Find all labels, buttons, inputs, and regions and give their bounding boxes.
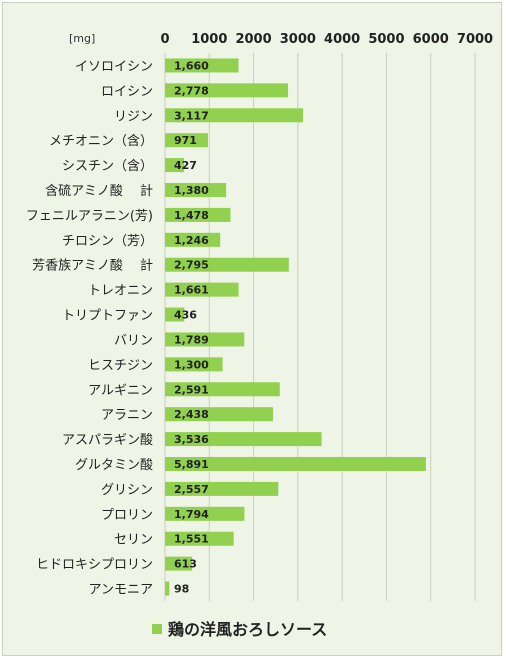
- category-label: セリン: [114, 533, 153, 548]
- data-label: 971: [174, 134, 197, 147]
- data-label: 613: [174, 558, 197, 571]
- x-tick-label: 6000: [413, 32, 449, 47]
- data-label: 436: [174, 309, 197, 322]
- category-label: グルタミン酸: [75, 458, 153, 473]
- x-tick-label: 1000: [191, 32, 227, 47]
- bar: [165, 58, 239, 73]
- category-label: トリプトファン: [62, 309, 153, 324]
- category-label: リジン: [114, 109, 153, 124]
- data-label: 1,246: [174, 234, 209, 247]
- data-label: 427: [174, 159, 197, 172]
- bar: [165, 108, 304, 123]
- bar: [165, 382, 280, 397]
- category-label: バリン: [114, 333, 153, 348]
- data-label: 5,891: [174, 458, 209, 471]
- category-label: アスパラギン酸: [62, 433, 153, 448]
- data-label: 2,438: [174, 408, 209, 421]
- data-label: 1,660: [174, 59, 209, 72]
- category-label: 芳香族アミノ酸 計: [32, 258, 153, 274]
- legend-swatch: [152, 624, 162, 634]
- category-label: シスチン（含）: [62, 158, 153, 174]
- bar: [165, 556, 193, 571]
- bar: [165, 457, 426, 471]
- bar: [165, 257, 289, 272]
- data-label: 1,789: [174, 333, 209, 346]
- category-label: ロイシン: [101, 84, 153, 99]
- bar: [165, 207, 231, 222]
- x-tick-label: 7000: [457, 32, 493, 47]
- bar: [165, 506, 245, 521]
- category-label: プロリン: [101, 508, 153, 523]
- x-tick-label: 4000: [324, 32, 360, 47]
- bar: [165, 357, 223, 372]
- bar: [165, 83, 289, 98]
- data-label: 3,117: [174, 109, 209, 122]
- data-label: 2,778: [174, 84, 209, 97]
- bar: [165, 407, 273, 422]
- category-label: トレオニン: [88, 284, 153, 299]
- data-label: 2,591: [174, 383, 209, 396]
- category-label: アラニン: [101, 408, 153, 423]
- data-labels: 1,660 2,778 3,117 971 427 1,380 1,478 1,246 2,79…: [174, 59, 209, 595]
- category-label: グリシン: [101, 483, 153, 498]
- bar: [165, 133, 209, 148]
- data-label: 3,536: [174, 433, 209, 446]
- data-label: 1,478: [174, 209, 209, 222]
- bar: [165, 282, 239, 297]
- bar: [165, 531, 234, 546]
- category-label: ヒスチジン: [88, 358, 153, 373]
- category-label: 含硫アミノ酸 計: [45, 183, 153, 199]
- bar: [165, 481, 279, 496]
- data-label: 1,300: [174, 358, 209, 371]
- category-label: イソロイシン: [75, 59, 153, 74]
- data-label: 2,795: [174, 259, 209, 272]
- bar: [165, 307, 185, 322]
- data-label: 1,551: [174, 533, 209, 546]
- data-label: 1,794: [174, 508, 209, 521]
- data-label: 2,557: [174, 483, 209, 496]
- data-label: 98: [174, 583, 189, 596]
- category-label: メチオニン（含）: [49, 133, 153, 149]
- bar: [165, 183, 227, 197]
- category-label: チロシン（芳）: [62, 234, 153, 249]
- bars: [165, 58, 426, 596]
- bar: [165, 432, 322, 447]
- data-label: 1,380: [174, 184, 209, 197]
- bar: [165, 581, 170, 596]
- bar-chart: [mg] 0 1000 2000 3000 4000 5000 6000 7000 イソロイシ…: [26, 32, 493, 639]
- category-label: アンモニア: [89, 583, 153, 598]
- chart-area: [mg] 0 1000 2000 3000 4000 5000 6000 7000 イソロイシ…: [2, 2, 502, 656]
- x-tick-label: 3000: [280, 32, 316, 47]
- legend-label: 鶏の洋風おろしソース: [168, 620, 327, 639]
- bar: [165, 332, 245, 347]
- x-axis-ticks: 0 1000 2000 3000 4000 5000 6000 7000: [160, 32, 493, 47]
- x-tick-label: 0: [160, 32, 169, 47]
- bar: [165, 232, 221, 247]
- category-label: アルギニン: [88, 383, 153, 398]
- bar: [165, 158, 184, 173]
- category-label: ヒドロキシプロリン: [36, 558, 153, 573]
- category-label: フェニルアラニン(芳): [26, 209, 153, 224]
- x-tick-label: 2000: [235, 32, 271, 47]
- gridlines: [164, 53, 476, 601]
- legend: 鶏の洋風おろしソース: [152, 620, 327, 639]
- x-tick-label: 5000: [368, 32, 404, 47]
- data-label: 1,661: [174, 284, 209, 297]
- unit-label: [mg]: [69, 32, 95, 45]
